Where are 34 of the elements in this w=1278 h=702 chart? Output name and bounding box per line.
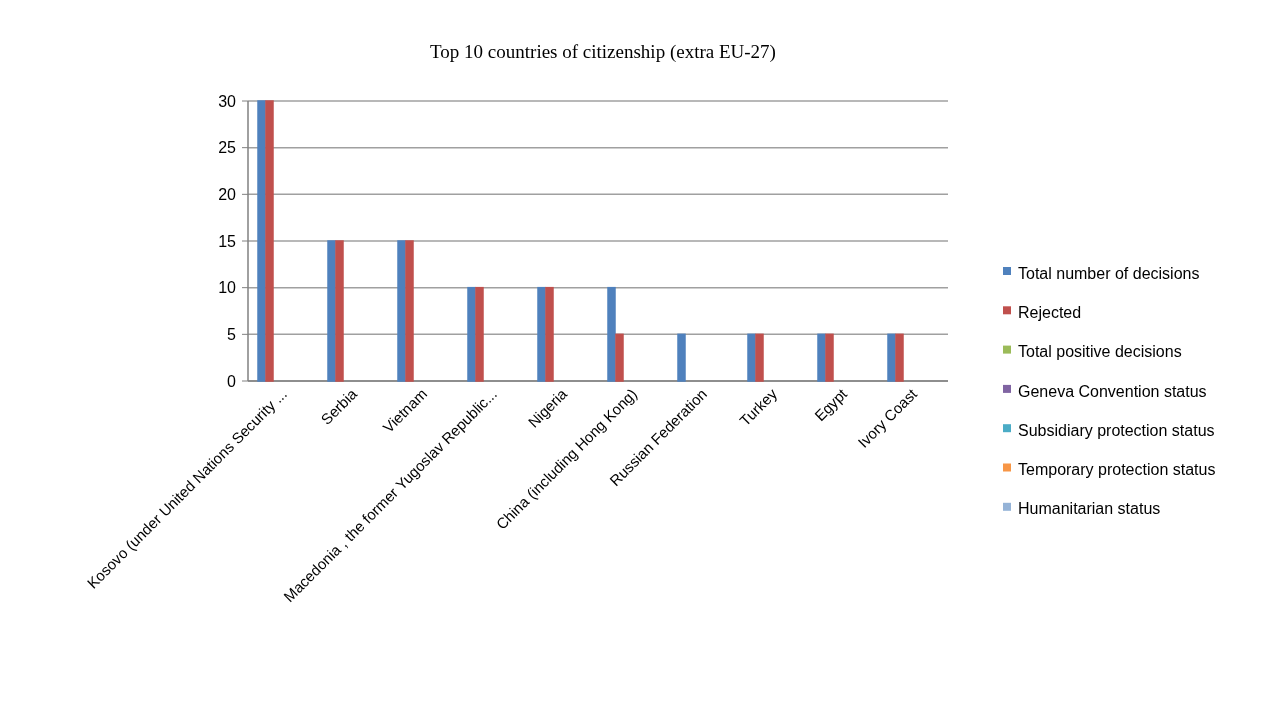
legend-label: Rejected <box>1018 303 1082 321</box>
bar <box>825 333 834 382</box>
bar <box>545 286 554 382</box>
bar <box>615 333 624 382</box>
legend-label: Temporary protection status <box>1018 461 1216 479</box>
bar <box>467 286 476 382</box>
bar <box>755 333 764 382</box>
bar <box>677 333 686 382</box>
bar <box>887 333 896 382</box>
y-tick-label: 15 <box>218 232 237 250</box>
bar <box>747 333 756 382</box>
bar <box>475 286 484 382</box>
bar <box>327 240 336 382</box>
legend-label: Total number of decisions <box>1018 264 1200 282</box>
y-tick-label: 20 <box>218 185 237 203</box>
legend-label: Total positive decisions <box>1018 343 1182 361</box>
bar <box>537 286 546 382</box>
legend-label: Subsidiary protection status <box>1018 421 1215 439</box>
legend-label: Humanitarian status <box>1018 500 1161 518</box>
bar <box>397 240 406 382</box>
bar <box>817 333 826 382</box>
bar <box>265 100 274 382</box>
chart-title: Top 10 countries of citizenship (extra EU-27) <box>430 41 776 63</box>
bar <box>257 100 266 382</box>
bar <box>335 240 344 382</box>
bar <box>895 333 904 382</box>
y-tick-label: 25 <box>218 139 237 157</box>
legend-label: Geneva Convention status <box>1018 382 1207 400</box>
y-tick-label: 30 <box>218 92 237 110</box>
y-tick-label: 5 <box>227 325 237 343</box>
bar <box>405 240 414 382</box>
bar <box>607 286 616 382</box>
y-tick-label: 0 <box>227 372 237 390</box>
y-tick-label: 10 <box>218 279 237 297</box>
